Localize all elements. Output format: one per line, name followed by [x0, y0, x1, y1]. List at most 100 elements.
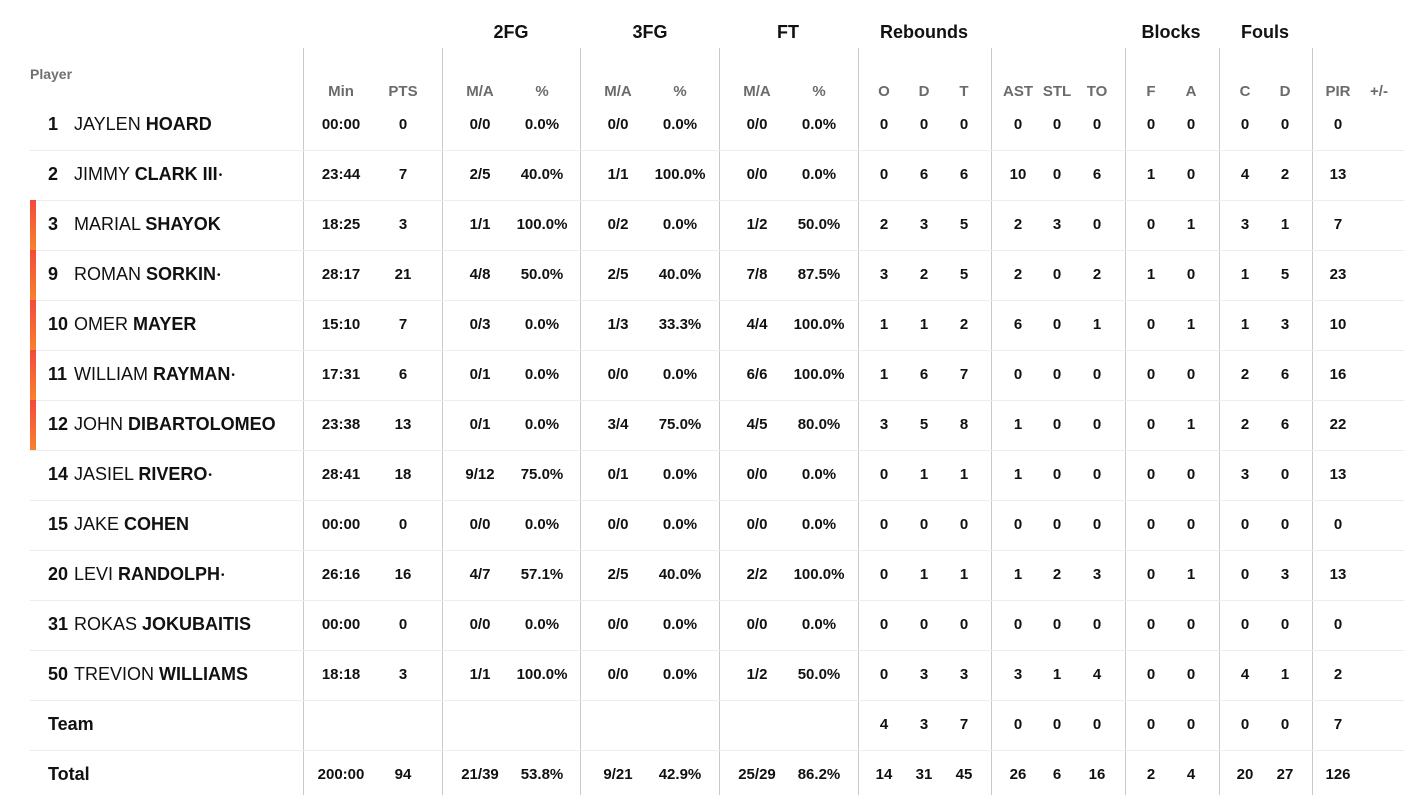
player-row[interactable]: 10 OMER MAYER 15:10 7 0/3 0.0% 1/3 33.3% 4/4 100.… — [30, 300, 1404, 351]
stat-cell: 4 — [879, 716, 889, 733]
stat-cell: 0 — [1146, 466, 1156, 483]
player-last-name: RANDOLPH — [118, 564, 221, 584]
stat-cell: 2 — [1240, 416, 1250, 433]
player-column-header: Player — [30, 66, 73, 82]
stat-cell: 0/0 — [607, 666, 629, 683]
stat-cell: 0/0 — [607, 516, 629, 533]
player-last-name: WILLIAMS — [159, 664, 249, 684]
stat-cell: 4 — [1240, 166, 1250, 183]
column-header[interactable]: Min — [328, 83, 354, 100]
column-header[interactable]: D — [918, 83, 930, 100]
player-row[interactable]: 3 MARIAL SHAYOK 18:25 3 1/1 100.0% 0/2 0.0% 1/2 5… — [30, 200, 1404, 251]
stat-cell: 0 — [1013, 366, 1023, 383]
player-name-link[interactable]: OMER MAYER — [74, 314, 196, 335]
column-divider — [991, 48, 992, 795]
player-row[interactable]: 20 LEVI RANDOLPH• 26:16 16 4/7 57.1% 2/5 40.0% 2… — [30, 550, 1404, 601]
stat-cell: 15:10 — [321, 316, 361, 333]
player-name-link[interactable]: MARIAL SHAYOK — [74, 214, 221, 235]
column-header[interactable]: % — [812, 83, 826, 100]
column-header[interactable]: M/A — [604, 83, 632, 100]
stat-cell: 3 — [398, 216, 408, 233]
column-header[interactable]: % — [535, 83, 549, 100]
stat-cell: 0.0% — [662, 616, 698, 633]
player-name-link[interactable]: JOHN DIBARTOLOMEO — [74, 414, 276, 435]
player-name-link[interactable]: ROKAS JOKUBAITIS — [74, 614, 251, 635]
player-name-link[interactable]: WILLIAM RAYMAN• — [74, 364, 235, 385]
stat-cell: 0 — [1146, 616, 1156, 633]
stat-cell: 6 — [1092, 166, 1102, 183]
stat-cell: 2 — [1280, 166, 1290, 183]
player-name-link[interactable]: LEVI RANDOLPH• — [74, 564, 225, 585]
column-header[interactable]: D — [1279, 83, 1291, 100]
stat-cell: 31 — [915, 766, 933, 783]
column-header[interactable]: M/A — [466, 83, 494, 100]
stat-cell: 1 — [1013, 416, 1023, 433]
column-header[interactable]: C — [1239, 83, 1251, 100]
column-header[interactable]: TO — [1086, 83, 1108, 100]
player-last-name: CLARK III — [134, 164, 218, 184]
player-first-name: ROMAN — [74, 264, 141, 284]
stat-cell: 3 — [879, 266, 889, 283]
column-header[interactable]: PIR — [1325, 83, 1351, 100]
player-name-link[interactable]: JASIEL RIVERO• — [74, 464, 212, 485]
stat-cell: 9/12 — [465, 466, 495, 483]
stat-cell: 3 — [1280, 566, 1290, 583]
column-header[interactable]: F — [1146, 83, 1156, 100]
stat-cell: 100.0% — [793, 566, 845, 583]
player-first-name: ROKAS — [74, 614, 138, 634]
column-header[interactable]: O — [878, 83, 890, 100]
stat-cell: 2 — [1092, 266, 1102, 283]
stat-cell: 3 — [1013, 666, 1023, 683]
stat-cell: 0 — [1146, 716, 1156, 733]
player-name-link[interactable]: ROMAN SORKIN• — [74, 264, 221, 285]
stat-cell: 0 — [1092, 616, 1102, 633]
on-court-indicator — [30, 400, 36, 450]
stat-cell: 2 — [1013, 266, 1023, 283]
stat-cell: 0/0 — [607, 366, 629, 383]
column-header[interactable]: % — [673, 83, 687, 100]
player-first-name: JOHN — [74, 414, 123, 434]
player-name-link[interactable]: JAKE COHEN — [74, 514, 189, 535]
player-number: 1 — [48, 114, 59, 134]
column-header[interactable]: +/- — [1370, 83, 1388, 100]
player-name-link[interactable]: JAYLEN HOARD — [74, 114, 212, 135]
column-header[interactable]: M/A — [743, 83, 771, 100]
player-row[interactable]: 9 ROMAN SORKIN• 28:17 21 4/8 50.0% 2/5 40.0% 7/8… — [30, 250, 1404, 301]
stat-cell: 6 — [919, 166, 929, 183]
stat-cell: 0 — [1052, 116, 1062, 133]
player-name-link[interactable]: TREVION WILLIAMS — [74, 664, 248, 685]
stat-cell: 0.0% — [801, 166, 837, 183]
player-row[interactable]: 14 JASIEL RIVERO• 28:41 18 9/12 75.0% 0/1 0.0% 0… — [30, 450, 1404, 501]
stat-cell: 0.0% — [801, 116, 837, 133]
stat-cell: 22 — [1329, 416, 1347, 433]
player-row[interactable]: 12 JOHN DIBARTOLOMEO 23:38 13 0/1 0.0% 3/4 75.0… — [30, 400, 1404, 451]
stat-cell: 2 — [1333, 666, 1343, 683]
column-header[interactable]: STL — [1042, 83, 1072, 100]
player-row[interactable]: 31 ROKAS JOKUBAITIS 00:00 0 0/0 0.0% 0/0 0.0% 0/… — [30, 600, 1404, 651]
player-row[interactable]: 2 JIMMY CLARK III• 23:44 7 2/5 40.0% 1/1 100.0%… — [30, 150, 1404, 201]
column-header[interactable]: T — [959, 83, 969, 100]
stat-cell: 00:00 — [321, 116, 361, 133]
player-row[interactable]: 11 WILLIAM RAYMAN• 17:31 6 0/1 0.0% 0/0 0.0% 6/6… — [30, 350, 1404, 401]
stat-cell: 40.0% — [658, 266, 702, 283]
stat-cell: 27 — [1276, 766, 1294, 783]
stat-cell: 0 — [1092, 466, 1102, 483]
column-header[interactable]: PTS — [388, 83, 418, 100]
stat-cell: 0 — [879, 566, 889, 583]
column-divider — [1312, 48, 1313, 795]
column-divider — [1219, 48, 1220, 795]
player-row[interactable]: 50 TREVION WILLIAMS 18:18 3 1/1 100.0% 0/0 0.0%… — [30, 650, 1404, 701]
stat-cell: 2 — [1146, 766, 1156, 783]
stat-cell: 0 — [1092, 366, 1102, 383]
starter-icon: • — [218, 170, 223, 181]
stat-cell: 0 — [879, 466, 889, 483]
stat-cell: 0 — [1333, 616, 1343, 633]
player-row[interactable]: 1 JAYLEN HOARD 00:00 0 0/0 0.0% 0/0 0.0% 0/0 0.0%… — [30, 100, 1404, 151]
player-number: 14 — [48, 464, 69, 484]
player-name-link[interactable]: JIMMY CLARK III• — [74, 164, 222, 185]
player-number: 2 — [48, 164, 59, 184]
column-header[interactable]: AST — [1003, 83, 1033, 100]
player-row[interactable]: 15 JAKE COHEN 00:00 0 0/0 0.0% 0/0 0.0% 0/0 0.0% 0… — [30, 500, 1404, 551]
column-header[interactable]: A — [1185, 83, 1197, 100]
